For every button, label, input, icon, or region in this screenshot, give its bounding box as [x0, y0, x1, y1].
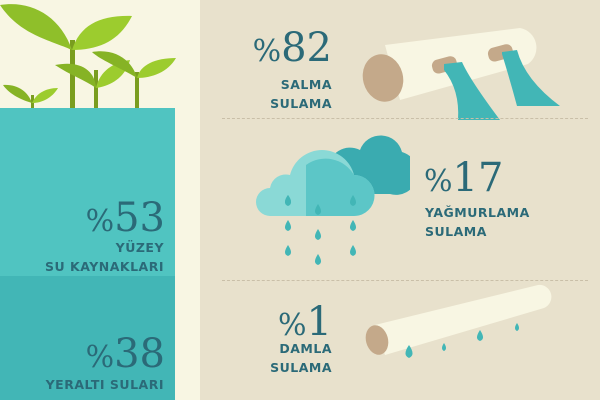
- surface-water-section: %53 YÜZEY SU KAYNAKLARI: [0, 108, 175, 276]
- label-line: SALMA: [280, 77, 332, 92]
- label-line: SU KAYNAKLARI: [45, 259, 164, 274]
- percent-value: 17: [452, 155, 504, 201]
- label-line: SULAMA: [425, 224, 487, 239]
- percent-value: 38: [114, 331, 165, 377]
- percent-symbol: %: [424, 164, 453, 199]
- percent-symbol: %: [278, 308, 307, 343]
- percent-value: 1: [306, 299, 332, 345]
- sprinkler-percent: %17: [424, 158, 503, 198]
- percent-value: 53: [114, 195, 165, 241]
- plants-icon: [0, 4, 176, 125]
- label-line: SULAMA: [270, 360, 332, 375]
- raindrops-icon: [285, 195, 356, 265]
- surface-percent: %53: [86, 198, 165, 238]
- label-line: YERALTI SULARI: [45, 377, 164, 392]
- flood-label: SALMA SULAMA: [270, 75, 332, 113]
- percent-symbol: %: [85, 340, 115, 375]
- percent-symbol: %: [252, 34, 282, 69]
- pipe-water-icon: [362, 28, 560, 120]
- drip-label: DAMLA SULAMA: [270, 339, 332, 377]
- surface-label: YÜZEY SU KAYNAKLARI: [45, 238, 164, 276]
- percent-value: 82: [281, 25, 332, 71]
- divider: [222, 280, 588, 281]
- ground-label: YERALTI SULARI: [46, 375, 164, 394]
- label-line: YAĞMURLAMA: [425, 205, 530, 220]
- label-line: DAMLA: [279, 341, 332, 356]
- label-line: YÜZEY: [115, 240, 164, 255]
- drip-pipe-icon: [365, 284, 552, 358]
- flood-percent: %82: [253, 28, 332, 68]
- sprinkler-label: YAĞMURLAMA SULAMA: [425, 203, 530, 241]
- drip-percent: %1: [278, 302, 332, 342]
- label-line: SULAMA: [270, 96, 332, 111]
- divider: [222, 118, 588, 119]
- ground-percent: %38: [86, 334, 165, 374]
- groundwater-section: %38 YERALTI SULARI: [0, 276, 175, 400]
- percent-symbol: %: [85, 204, 115, 239]
